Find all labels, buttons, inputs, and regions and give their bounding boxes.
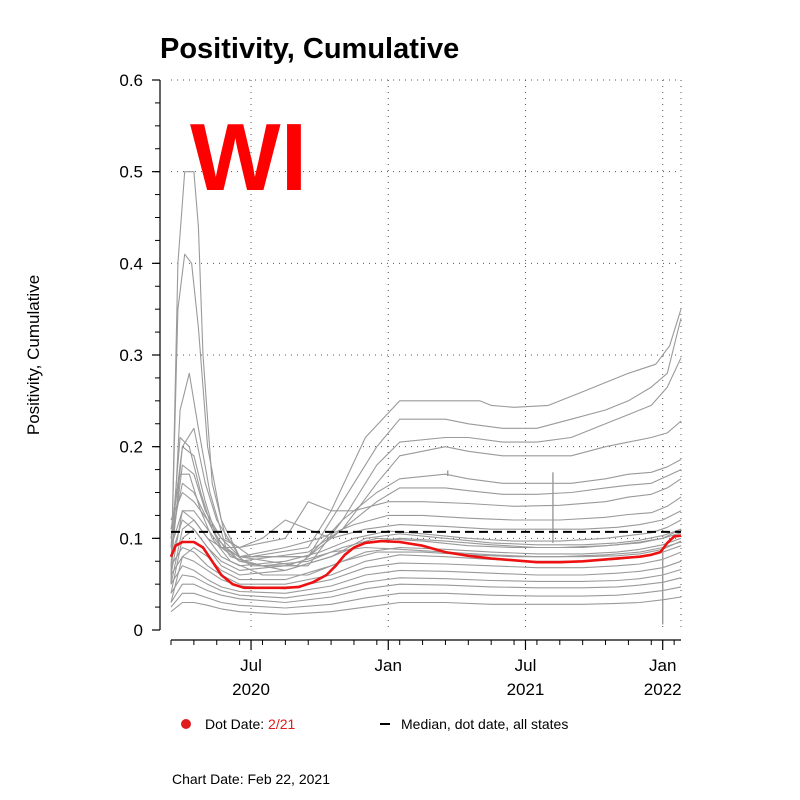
y-tick-label: 0 (134, 621, 143, 640)
other-state-line (170, 510, 682, 576)
other-state-line (170, 478, 682, 549)
other-state-line (170, 473, 682, 576)
y-tick-label: 0.6 (119, 71, 143, 90)
other-state-line (170, 568, 682, 599)
state-label: WI (190, 104, 307, 211)
other-state-line (170, 171, 682, 585)
y-tick-label: 0.3 (119, 346, 143, 365)
legend-dot-date: 2/21 (268, 716, 295, 732)
y-tick-label: 0.2 (119, 438, 143, 457)
legend-dot-text: Dot Date: (205, 716, 268, 732)
grid-lines (171, 79, 682, 630)
y-tick-label: 0.4 (119, 254, 143, 273)
x-tick-year: 2022 (644, 680, 682, 699)
y-tick-label: 0.5 (119, 163, 143, 182)
legend-median-label: Median, dot date, all states (401, 716, 568, 732)
x-tick-label: Jul (515, 656, 537, 675)
other-state-line (170, 537, 682, 603)
chart-title: Positivity, Cumulative (160, 33, 459, 65)
legend: Dot Date: 2/21 Median, dot date, all sta… (181, 716, 568, 732)
x-tick-year: 2020 (232, 680, 270, 699)
x-tick-label: Jan (649, 656, 676, 675)
chart-date: Chart Date: Feb 22, 2021 (172, 771, 330, 787)
x-tick-label: Jan (375, 656, 402, 675)
x-ticks: Jul 2020 Jan Jul 2021 Jan 2022 (170, 640, 682, 699)
other-state-line (170, 253, 682, 576)
y-axis-label: Positivity, Cumulative (24, 275, 43, 435)
other-state-line (170, 459, 682, 558)
other-state-line (170, 357, 682, 585)
other-state-line (170, 446, 682, 571)
other-state-line (170, 560, 682, 594)
other-state-line (170, 519, 682, 571)
legend-dot-label: Dot Date: 2/21 (205, 716, 295, 732)
other-state-line (170, 577, 682, 604)
other-state-line (170, 586, 682, 609)
y-tick-label: 0.1 (119, 529, 143, 548)
other-state-line (170, 551, 682, 590)
y-ticks: 0 0.1 0.2 0.3 0.4 0.5 0.6 (119, 71, 160, 640)
highlight-series-line (169, 534, 682, 590)
x-tick-year: 2021 (507, 680, 545, 699)
other-state-line (170, 469, 682, 562)
other-state-line (170, 596, 682, 615)
x-tick-label: Jul (240, 656, 262, 675)
legend-dot-icon (181, 719, 191, 729)
other-state-line (170, 436, 682, 567)
other-state-line (170, 496, 682, 558)
other-state-line (170, 420, 682, 567)
